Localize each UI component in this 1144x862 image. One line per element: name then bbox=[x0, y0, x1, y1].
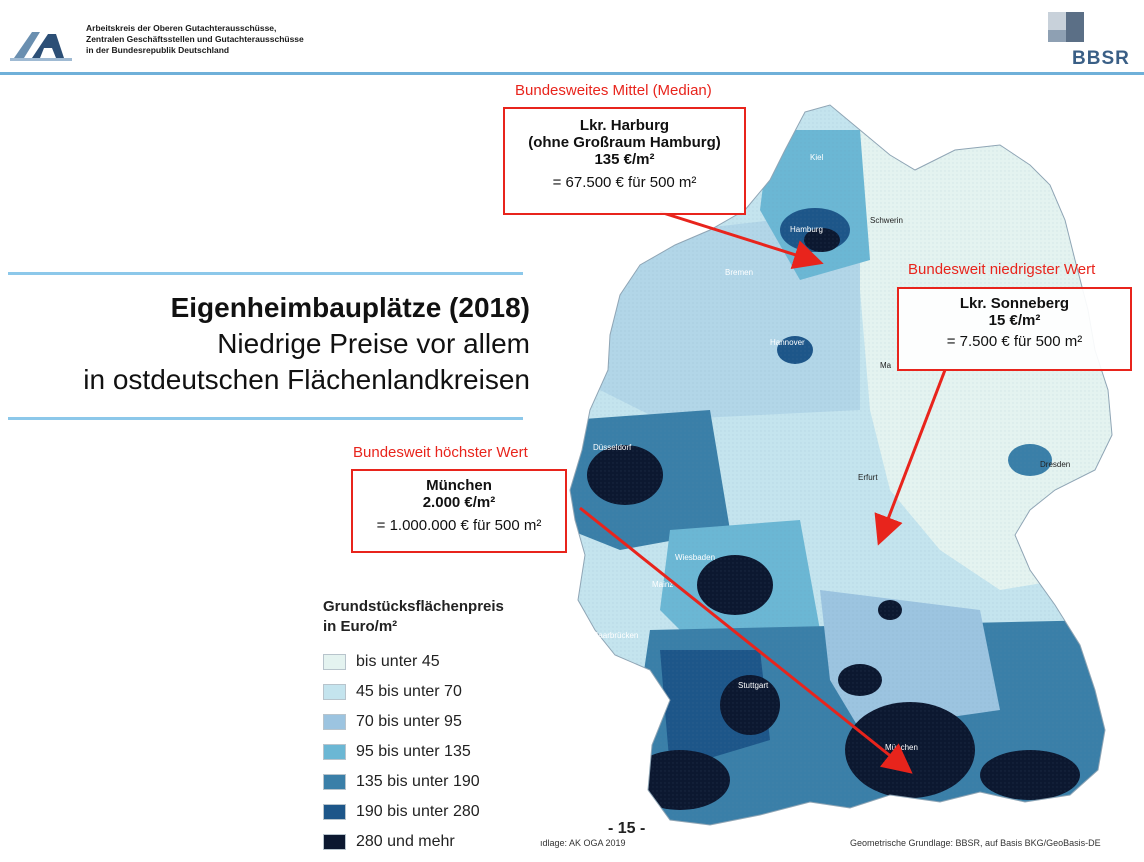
legend-item: 135 bis unter 190 bbox=[323, 767, 504, 797]
map-legend: Grundstücksflächenpreis in Euro/m² bis u… bbox=[323, 597, 504, 857]
city-label-erfurt: Erfurt bbox=[858, 473, 878, 482]
highest-region: München bbox=[426, 477, 492, 494]
legend-label: 95 bis unter 135 bbox=[356, 743, 471, 760]
annotation-highest-box: München 2.000 €/m² = 1.000.000 € für 500… bbox=[351, 469, 567, 553]
bbsr-logo-icon bbox=[1048, 12, 1084, 42]
highest-total: = 1.000.000 € für 500 m² bbox=[376, 517, 542, 534]
legend-swatch bbox=[323, 684, 346, 700]
legend-item: 95 bis unter 135 bbox=[323, 737, 504, 767]
annotation-lowest-box: Lkr. Sonneberg 15 €/m² = 7.500 € für 500… bbox=[897, 287, 1132, 371]
title-block: Eigenheimbauplätze (2018) Niedrige Preis… bbox=[30, 290, 530, 398]
footer-source-right: Geometrische Grundlage: BBSR, auf Basis … bbox=[850, 838, 1101, 848]
city-label-wiesbaden: Wiesbaden bbox=[675, 553, 715, 562]
lowest-total: = 7.500 € für 500 m² bbox=[946, 333, 1083, 350]
median-total: = 67.500 € für 500 m² bbox=[552, 174, 697, 191]
city-label-hannover: Hannover bbox=[770, 338, 805, 347]
legend-list: bis unter 45 45 bis unter 70 70 bis unter … bbox=[323, 647, 504, 857]
city-label-dresden: Dresden bbox=[1040, 460, 1070, 469]
city-label-schwerin: Schwerin bbox=[870, 216, 903, 225]
median-region-note: (ohne Großraum Hamburg) bbox=[528, 134, 721, 151]
city-label-kiel: Kiel bbox=[810, 153, 824, 162]
page-subtitle-line-1: Niedrige Preise vor allem bbox=[217, 328, 530, 359]
legend-swatch bbox=[323, 744, 346, 760]
annotation-highest-label: Bundesweit höchster Wert bbox=[353, 444, 528, 461]
legend-swatch bbox=[323, 654, 346, 670]
title-rule-bottom bbox=[8, 417, 523, 420]
city-label-bremen: Bremen bbox=[725, 268, 753, 277]
annotation-median-label: Bundesweites Mittel (Median) bbox=[515, 82, 712, 99]
city-label-saarbruecken: Saarbrücken bbox=[593, 631, 638, 640]
legend-swatch bbox=[323, 714, 346, 730]
legend-label: 70 bis unter 95 bbox=[356, 713, 462, 730]
legend-label: 280 und mehr bbox=[356, 833, 455, 850]
page-subtitle-line-2: in ostdeutschen Flächenlandkreisen bbox=[83, 364, 530, 395]
org-line-2: Zentralen Geschäftsstellen und Gutachter… bbox=[86, 34, 304, 44]
legend-item: 190 bis unter 280 bbox=[323, 797, 504, 827]
annotation-median-box: Lkr. Harburg (ohne Großraum Hamburg) 135… bbox=[503, 107, 746, 215]
oga-logo bbox=[10, 32, 72, 61]
annotation-lowest-label: Bundesweit niedrigster Wert bbox=[908, 261, 1096, 278]
lowest-price: 15 €/m² bbox=[988, 312, 1041, 329]
highest-price: 2.000 €/m² bbox=[422, 494, 496, 511]
legend-item: 280 und mehr bbox=[323, 827, 504, 857]
legend-label: 135 bis unter 190 bbox=[356, 773, 480, 790]
org-line-1: Arbeitskreis der Oberen Gutachterausschü… bbox=[86, 23, 277, 33]
legend-title-line-2: in Euro/m² bbox=[323, 618, 398, 635]
org-line-3: in der Bundesrepublik Deutschland bbox=[86, 45, 230, 55]
median-region: Lkr. Harburg bbox=[579, 117, 670, 134]
city-label-muenchen: München bbox=[885, 743, 918, 752]
germany-border bbox=[569, 104, 1113, 826]
footer-source-left: ıdlage: AK OGA 2019 bbox=[540, 838, 626, 848]
legend-label: 190 bis unter 280 bbox=[356, 803, 480, 820]
legend-label: bis unter 45 bbox=[356, 653, 440, 670]
city-label-duesseldorf: Düsseldorf bbox=[593, 443, 632, 452]
header-divider bbox=[0, 72, 1144, 75]
page-number: - 15 - bbox=[608, 820, 646, 837]
title-rule-top bbox=[8, 272, 523, 275]
org-name: Arbeitskreis der Oberen Gutachterausschü… bbox=[86, 23, 304, 56]
legend-label: 45 bis unter 70 bbox=[356, 683, 462, 700]
page-title: Eigenheimbauplätze (2018) bbox=[170, 292, 530, 323]
city-label-mainz: Mainz bbox=[652, 580, 673, 589]
city-label-magdeburg: Ma bbox=[880, 361, 892, 370]
legend-swatch bbox=[323, 834, 346, 850]
legend-title-line-1: Grundstücksflächenpreis bbox=[323, 598, 504, 615]
lowest-region: Lkr. Sonneberg bbox=[959, 295, 1070, 312]
city-label-hamburg: Hamburg bbox=[790, 225, 823, 234]
legend-swatch bbox=[323, 774, 346, 790]
bbsr-wordmark: BBSR bbox=[1072, 48, 1130, 69]
legend-item: 70 bis unter 95 bbox=[323, 707, 504, 737]
legend-swatch bbox=[323, 804, 346, 820]
city-label-stuttgart: Stuttgart bbox=[738, 681, 769, 690]
legend-item: bis unter 45 bbox=[323, 647, 504, 677]
legend-item: 45 bis unter 70 bbox=[323, 677, 504, 707]
median-price: 135 €/m² bbox=[594, 151, 655, 168]
